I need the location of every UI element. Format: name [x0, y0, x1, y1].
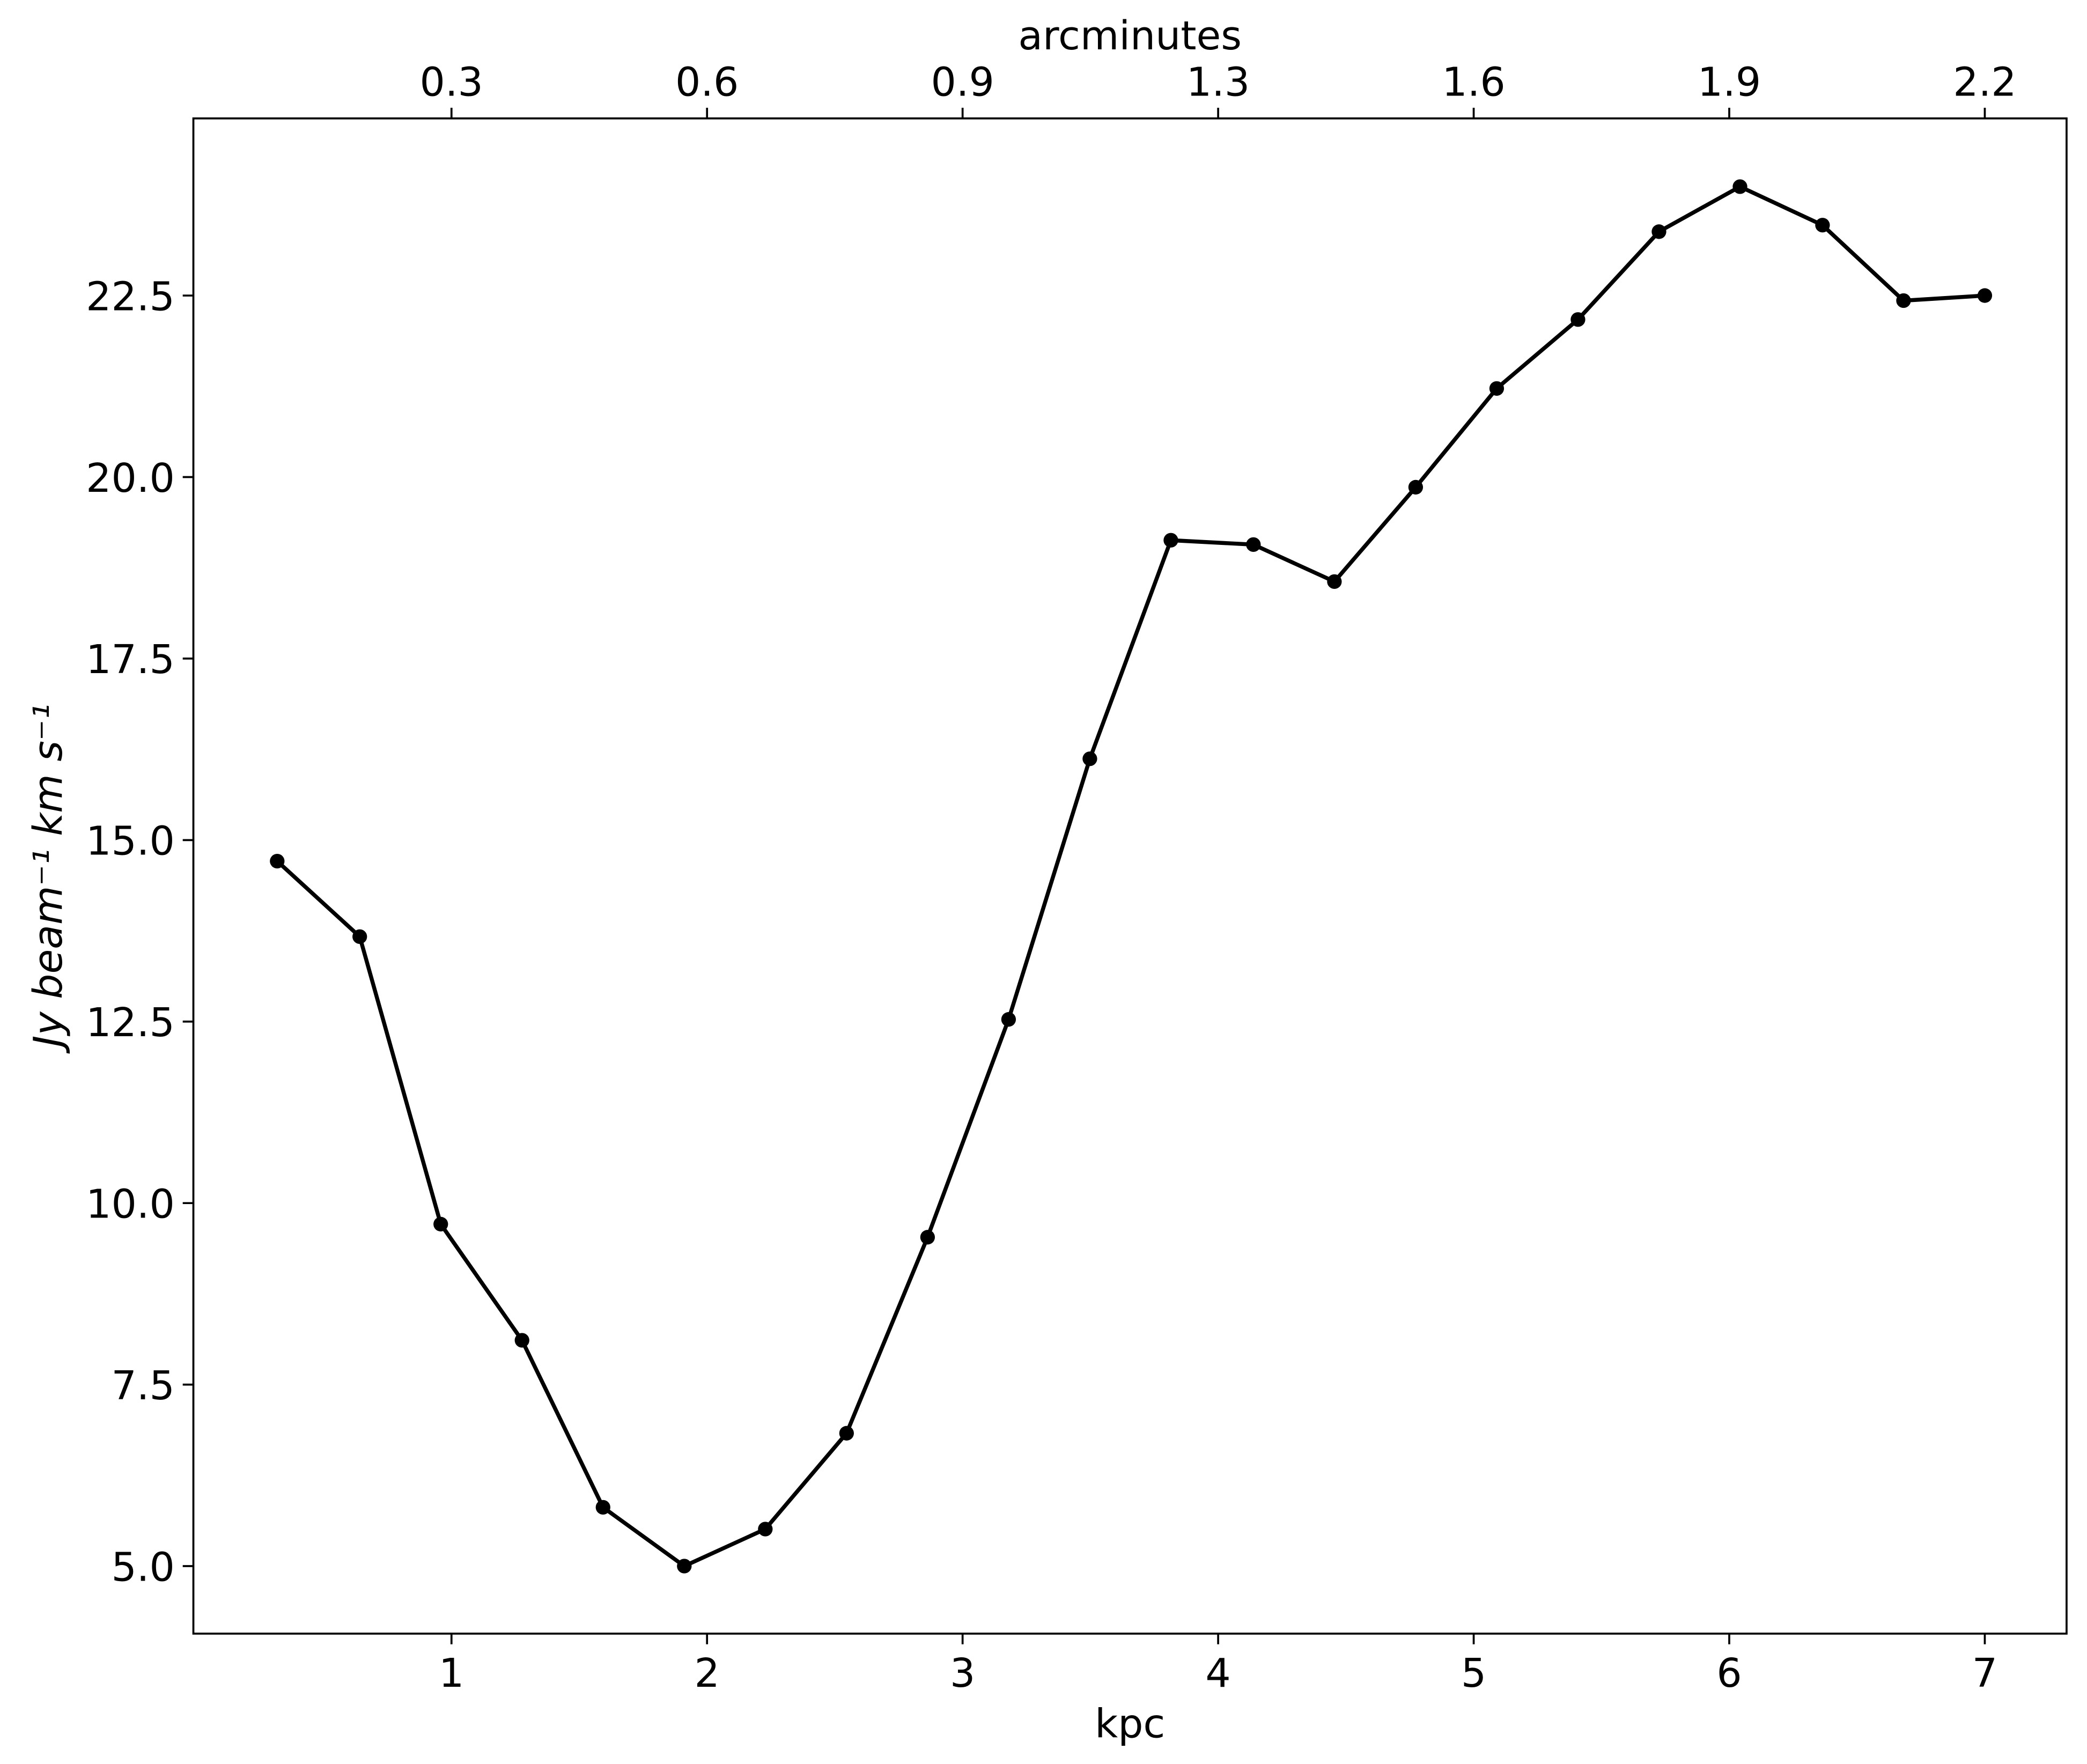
y-tick-label: 22.5 [86, 273, 175, 320]
data-point [514, 1333, 529, 1348]
x2-tick-label: 0.9 [931, 59, 994, 106]
x-tick-label: 6 [1716, 1650, 1742, 1696]
data-point [1896, 293, 1911, 308]
data-point [1163, 533, 1178, 548]
data-point [1815, 218, 1830, 233]
y-tick-label: 15.0 [86, 818, 175, 865]
data-point [1408, 479, 1424, 495]
plot-frame [192, 117, 2068, 1635]
data-point [595, 1500, 610, 1515]
data-line [276, 184, 1985, 1568]
data-point [1651, 224, 1666, 239]
data-point [1246, 537, 1261, 552]
data-point [1977, 288, 1993, 303]
y-tick-label: 10.0 [86, 1180, 175, 1227]
x2-tick-label: 0.3 [420, 59, 483, 106]
y-tick-label: 7.5 [111, 1362, 174, 1409]
data-point [270, 853, 285, 869]
x-tick-label: 2 [695, 1650, 720, 1696]
data-point [1489, 381, 1505, 396]
x-tick-label: 3 [950, 1650, 975, 1696]
data-point [1732, 179, 1747, 194]
x2-tick-label: 0.6 [675, 59, 739, 106]
x2-tick-label: 1.3 [1186, 59, 1250, 106]
x-axis-label: kpc [1095, 1700, 1165, 1747]
data-point [1082, 751, 1097, 766]
data-point [433, 1216, 448, 1232]
y-tick-label: 5.0 [111, 1544, 174, 1590]
x2-tick-label: 1.9 [1698, 59, 1761, 106]
x2-tick-label: 2.2 [1953, 59, 2016, 106]
data-point [758, 1522, 773, 1537]
y-axis-label: Jy beam⁻¹ km s⁻¹ [25, 704, 71, 1054]
y-tick-label: 12.5 [86, 999, 175, 1046]
y-tick-label: 20.0 [86, 455, 175, 501]
y-tick-label: 17.5 [86, 636, 175, 683]
x-tick-label: 4 [1205, 1650, 1230, 1696]
data-point [1001, 1012, 1016, 1027]
data-point [920, 1230, 935, 1245]
x2-tick-label: 1.6 [1442, 59, 1505, 106]
data-point [677, 1559, 692, 1574]
x-tick-label: 5 [1461, 1650, 1486, 1696]
data-point [839, 1426, 854, 1441]
data-point [352, 929, 367, 944]
x-tick-label: 7 [1972, 1650, 1997, 1696]
x-tick-label: 1 [439, 1650, 464, 1696]
data-point [1570, 312, 1585, 327]
x2-axis-label: arcminutes [1018, 12, 1242, 59]
data-point [1327, 574, 1342, 589]
